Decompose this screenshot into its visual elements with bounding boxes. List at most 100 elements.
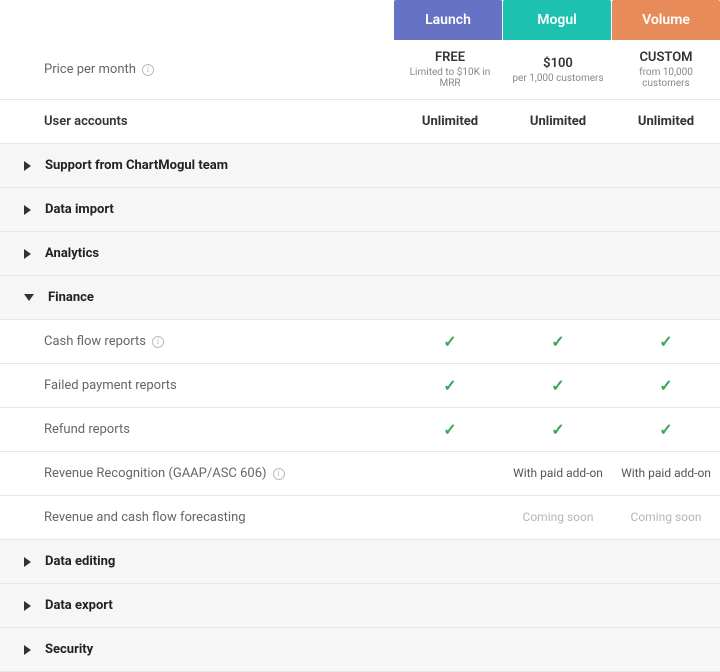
section-row[interactable]: Analytics [0,232,720,276]
plan-cell [612,288,720,308]
plan-cell [612,552,720,572]
row-label: Cash flow reports i [0,320,396,363]
plan-header-row: Launch Mogul Volume [0,0,720,40]
plan-tab-launch[interactable]: Launch [394,0,502,40]
plan-cell [504,288,612,308]
plan-cell [504,200,612,220]
chevron-right-icon[interactable] [24,249,31,259]
plan-cell: With paid add-on [504,456,612,491]
addon-text: With paid add-on [621,466,711,480]
chevron-right-icon[interactable] [24,645,31,655]
row-label-text: Data editing [45,554,115,569]
check-icon: ✓ [443,376,456,395]
row-label[interactable]: Security [0,628,396,671]
row-label: Failed payment reports [0,364,396,407]
plan-cell: ✓ [612,322,720,361]
price-volume-sub: from 10,000 customers [616,67,716,89]
price-label: Price per month i [0,44,396,95]
price-launch-value: FREE [435,50,465,65]
row-label[interactable]: Data editing [0,540,396,583]
price-label-text: Price per month [44,62,136,77]
plan-cell [396,288,504,308]
price-launch-sub: Limited to $10K in MRR [400,67,500,89]
price-row: Price per month i FREE Limited to $10K i… [0,40,720,100]
coming-soon-text: Coming soon [631,510,702,524]
row-label: Revenue Recognition (GAAP/ASC 606) i [0,452,396,495]
plan-cell: ✓ [504,410,612,449]
chevron-right-icon[interactable] [24,205,31,215]
row-label-text: Data import [45,202,114,217]
chevron-right-icon[interactable] [24,161,31,171]
check-icon: ✓ [443,332,456,351]
section-row[interactable]: Support from ChartMogul team [0,144,720,188]
row-label-text: Analytics [45,246,99,261]
plan-cell [504,640,612,660]
chevron-down-icon[interactable] [24,294,34,301]
plan-cell: ✓ [504,366,612,405]
plan-cell [396,640,504,660]
row-label-text: Revenue and cash flow forecasting [44,510,246,525]
plan-cell [396,464,504,484]
section-row[interactable]: Finance [0,276,720,320]
plan-cell [504,596,612,616]
plan-cell [612,200,720,220]
price-mogul-value: $100 [543,56,573,71]
check-icon: ✓ [443,420,456,439]
feature-row: User accountsUnlimitedUnlimitedUnlimited [0,100,720,144]
plan-cell [612,156,720,176]
row-label-text: Refund reports [44,422,130,437]
plan-cell [612,640,720,660]
plan-tab-volume[interactable]: Volume [612,0,720,40]
plan-cell: ✓ [612,410,720,449]
plan-cell [396,508,504,528]
section-row[interactable]: Security [0,628,720,672]
row-label-text: Revenue Recognition (GAAP/ASC 606) [44,466,267,481]
plan-cell [504,244,612,264]
plan-cell: ✓ [504,322,612,361]
row-label-text: Failed payment reports [44,378,177,393]
chevron-right-icon[interactable] [24,601,31,611]
plan-cell [396,156,504,176]
row-label[interactable]: Support from ChartMogul team [0,144,396,187]
row-label-text: Support from ChartMogul team [45,158,228,173]
check-icon: ✓ [551,376,564,395]
plan-cell: Coming soon [504,500,612,535]
section-row[interactable]: Data export [0,584,720,628]
row-label-text: Security [45,642,93,657]
plan-cell [504,552,612,572]
info-icon[interactable]: i [152,336,164,348]
price-launch: FREE Limited to $10K in MRR [396,40,504,99]
feature-row: Revenue and cash flow forecasting Coming … [0,496,720,540]
section-row[interactable]: Data editing [0,540,720,584]
header-spacer [0,0,393,40]
row-label[interactable]: Data export [0,584,396,627]
feature-row: Cash flow reports i ✓ ✓ ✓ [0,320,720,364]
plan-cell [504,156,612,176]
coming-soon-text: Coming soon [523,510,594,524]
chevron-right-icon[interactable] [24,557,31,567]
plan-tab-mogul[interactable]: Mogul [503,0,611,40]
check-icon: ✓ [551,332,564,351]
check-icon: ✓ [659,332,672,351]
plan-cell: Coming soon [612,500,720,535]
row-label[interactable]: Finance [0,276,396,319]
plan-cell [396,552,504,572]
info-icon[interactable]: i [273,468,285,480]
info-icon[interactable]: i [142,64,154,76]
plan-cell [612,596,720,616]
pricing-table: Launch Mogul Volume Price per month i FR… [0,0,720,672]
plan-cell: ✓ [396,366,504,405]
plan-cell [396,244,504,264]
feature-row: Failed payment reports✓✓✓ [0,364,720,408]
plan-cell [396,596,504,616]
plan-cell: Unlimited [396,104,504,139]
row-label[interactable]: Data import [0,188,396,231]
row-label-text: Cash flow reports [44,334,146,349]
plan-cell: ✓ [396,410,504,449]
plan-cell [612,244,720,264]
row-label: Refund reports [0,408,396,451]
plan-cell: With paid add-on [612,456,720,491]
plan-cell: Unlimited [612,104,720,139]
row-label[interactable]: Analytics [0,232,396,275]
section-row[interactable]: Data import [0,188,720,232]
